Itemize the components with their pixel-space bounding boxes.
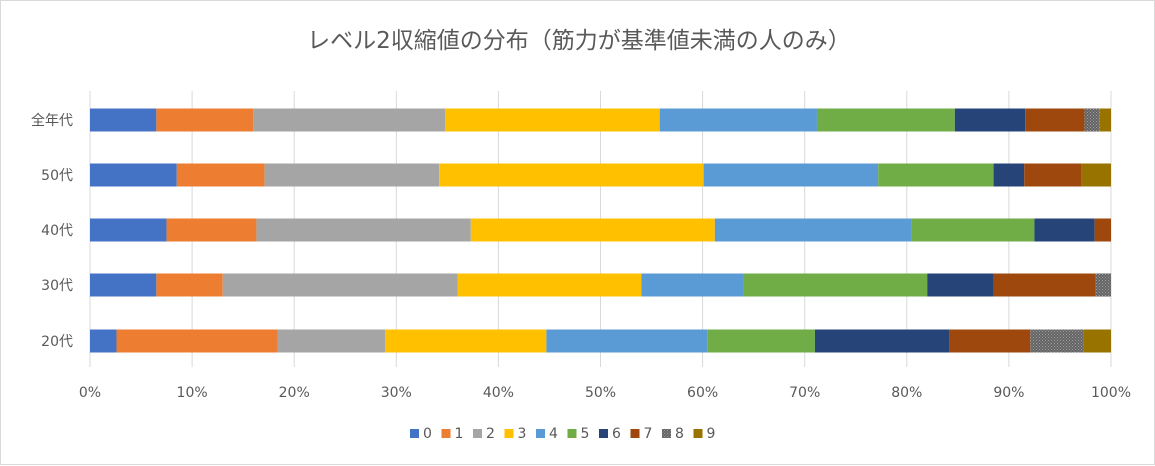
legend-swatch [536, 429, 545, 438]
bar-segment [156, 273, 223, 297]
y-axis-labels: 全年代 50代 40代 30代 20代 [31, 112, 73, 350]
bar-segment [1034, 218, 1095, 242]
legend-swatch [504, 429, 514, 438]
y-tick-label: 30代 [41, 278, 73, 294]
bar-segment [90, 273, 157, 297]
bar-segment [1099, 108, 1111, 132]
bar-segment [927, 273, 994, 297]
bar-segment [816, 108, 955, 132]
bar-segment [993, 273, 1096, 297]
bar-segment [90, 329, 117, 353]
x-tick-label: 50% [585, 385, 616, 401]
bar-segment [949, 329, 1031, 353]
bar-segment [90, 218, 167, 242]
bar-segment [993, 163, 1025, 187]
legend-label: 9 [707, 426, 716, 442]
legend-swatch [662, 429, 671, 438]
legend-label: 2 [486, 426, 495, 442]
bar-segment [90, 108, 157, 132]
bar-segment [470, 218, 715, 242]
bar-segment [457, 273, 642, 297]
legend-swatch [630, 429, 640, 438]
legend-label: 1 [455, 426, 464, 442]
bar-segment [714, 218, 912, 242]
y-tick-label: 全年代 [31, 112, 73, 129]
bar-segment [659, 108, 817, 132]
bar-segment [954, 108, 1026, 132]
x-tick-label: 60% [687, 385, 718, 401]
legend-swatch [441, 429, 451, 438]
bar-segment [176, 163, 265, 187]
legend-swatch [410, 429, 419, 438]
x-tick-label: 80% [891, 385, 922, 401]
bar-segment [1025, 108, 1085, 132]
legend-label: 7 [644, 426, 653, 442]
legend-swatch [473, 429, 482, 438]
bar-segment [1083, 329, 1111, 353]
x-tick-label: 100% [1091, 385, 1131, 401]
y-tick-label: 20代 [41, 334, 73, 350]
x-tick-label: 40% [483, 385, 514, 401]
bar-segment [439, 163, 704, 187]
bar-segment [703, 163, 879, 187]
bar-segment [166, 218, 257, 242]
bar-segment [385, 329, 547, 353]
bar-segment [1084, 108, 1100, 132]
chart-title: レベル2収縮値の分布（筋力が基準値未満の人のみ） [307, 28, 851, 54]
x-axis-labels: 0% 10% 20% 30% 40% 50% 60% 70% 80% 90% 100% [79, 385, 1131, 401]
bar-segment [1030, 329, 1084, 353]
bar-segment [156, 108, 254, 132]
bars [90, 108, 1111, 353]
legend: 0 1 2 3 4 5 6 7 8 9 [410, 426, 715, 442]
bar-segment [546, 329, 708, 353]
x-tick-label: 0% [79, 385, 101, 401]
x-tick-label: 70% [789, 385, 820, 401]
bar-segment [743, 273, 928, 297]
legend-swatch [599, 429, 608, 438]
bar-segment [878, 163, 994, 187]
x-tick-label: 90% [993, 385, 1024, 401]
legend-label: 4 [549, 426, 558, 442]
bar-segment [445, 108, 660, 132]
bar-segment [253, 108, 446, 132]
bar-segment [264, 163, 440, 187]
legend-label: 3 [518, 426, 527, 442]
bar-segment [814, 329, 950, 353]
bar-segment [1095, 273, 1111, 297]
bar-segment [222, 273, 458, 297]
legend-label: 5 [581, 426, 590, 442]
legend-swatch [567, 429, 577, 438]
bar-segment [116, 329, 278, 353]
legend-label: 6 [612, 426, 621, 442]
bar-segment [256, 218, 471, 242]
x-tick-label: 30% [381, 385, 412, 401]
legend-label: 0 [423, 426, 432, 442]
bar-segment [707, 329, 815, 353]
bar-segment [1094, 218, 1111, 242]
x-tick-label: 20% [279, 385, 310, 401]
bar-segment [911, 218, 1035, 242]
y-tick-label: 40代 [41, 223, 73, 239]
bar-segment [277, 329, 386, 353]
legend-swatch [693, 429, 703, 438]
bar-segment [1024, 163, 1082, 187]
legend-label: 8 [675, 426, 684, 442]
bar-segment [90, 163, 177, 187]
bar-segment [641, 273, 744, 297]
x-tick-label: 10% [177, 385, 208, 401]
y-tick-label: 50代 [41, 168, 73, 184]
bar-segment [1081, 163, 1111, 187]
